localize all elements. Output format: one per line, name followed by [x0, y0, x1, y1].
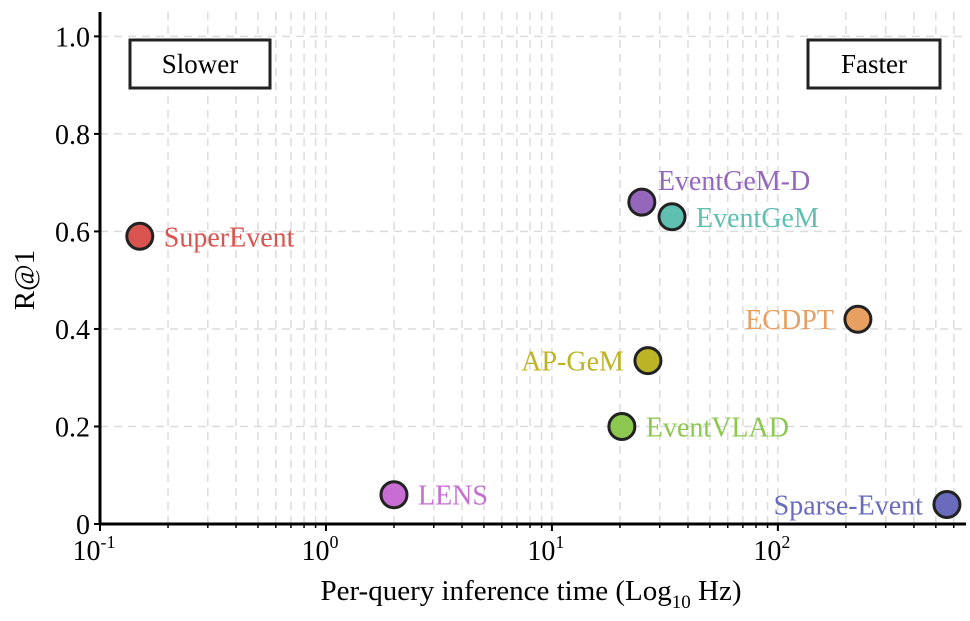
annotation-slower: Slower — [162, 49, 239, 79]
x-tick-exponent: 0 — [329, 532, 338, 552]
y-tick-label: 0 — [76, 510, 90, 541]
x-axis-label-subscript: 10 — [672, 592, 691, 613]
points: SuperEvent LENS EventVLAD AP-GeM EventGeM-D E… — [125, 166, 962, 521]
x-tick-exponent: 1 — [555, 532, 564, 552]
y-tick-label: 0.2 — [55, 412, 90, 443]
x-tick-base: 10 — [73, 536, 101, 567]
annotation-box — [806, 38, 942, 90]
point-label: ECDPT — [745, 305, 834, 336]
x-tick-base: 10 — [753, 536, 781, 567]
grid — [99, 12, 966, 524]
y-tick-label: 0.4 — [55, 315, 90, 346]
y-tick-label: 1.0 — [55, 22, 90, 53]
y-axis-label: R@1 — [9, 250, 41, 311]
point-label: AP-GeM — [521, 347, 624, 378]
point-label: Sparse-Event — [774, 490, 924, 521]
point-label: LENS — [418, 481, 488, 512]
point-label: EventGeM — [696, 203, 819, 234]
point-label: SuperEvent — [164, 222, 295, 253]
y-tick-label: 0.8 — [55, 120, 90, 151]
point-label: EventGeM-D — [658, 166, 810, 197]
x-tick-base: 10 — [301, 536, 329, 567]
y-tick-label: 0.6 — [55, 217, 90, 248]
annotation-box — [128, 38, 272, 90]
point-ap-gem — [633, 346, 663, 376]
annotation-faster: Faster — [841, 49, 907, 79]
x-tick-label: 101 — [527, 532, 564, 567]
point-sparse-event — [932, 489, 962, 519]
point-eventgem-d — [627, 187, 657, 217]
x-axis-label-end: Hz) — [691, 575, 742, 607]
annotations: Slower Faster — [128, 38, 942, 90]
point-ecdpt — [843, 304, 873, 334]
axes — [98, 12, 966, 526]
x-tick-exponent: 2 — [781, 532, 790, 552]
point-eventvlad — [607, 411, 637, 441]
point-label: EventVLAD — [646, 412, 789, 443]
point-eventgem — [657, 202, 687, 232]
x-tick-exponent: -1 — [101, 532, 116, 552]
x-tick-label: 102 — [753, 532, 790, 567]
point-lens — [379, 480, 409, 510]
x-tick-label: 10-1 — [73, 532, 116, 567]
x-tick-label: 100 — [301, 532, 338, 567]
x-tick-base: 10 — [527, 536, 555, 567]
ticks: 00.20.40.60.81.010-1 100 101 102 — [55, 22, 955, 567]
point-superevent — [125, 221, 155, 251]
x-axis-label: Per-query inference time (Log10 Hz) — [320, 575, 741, 613]
